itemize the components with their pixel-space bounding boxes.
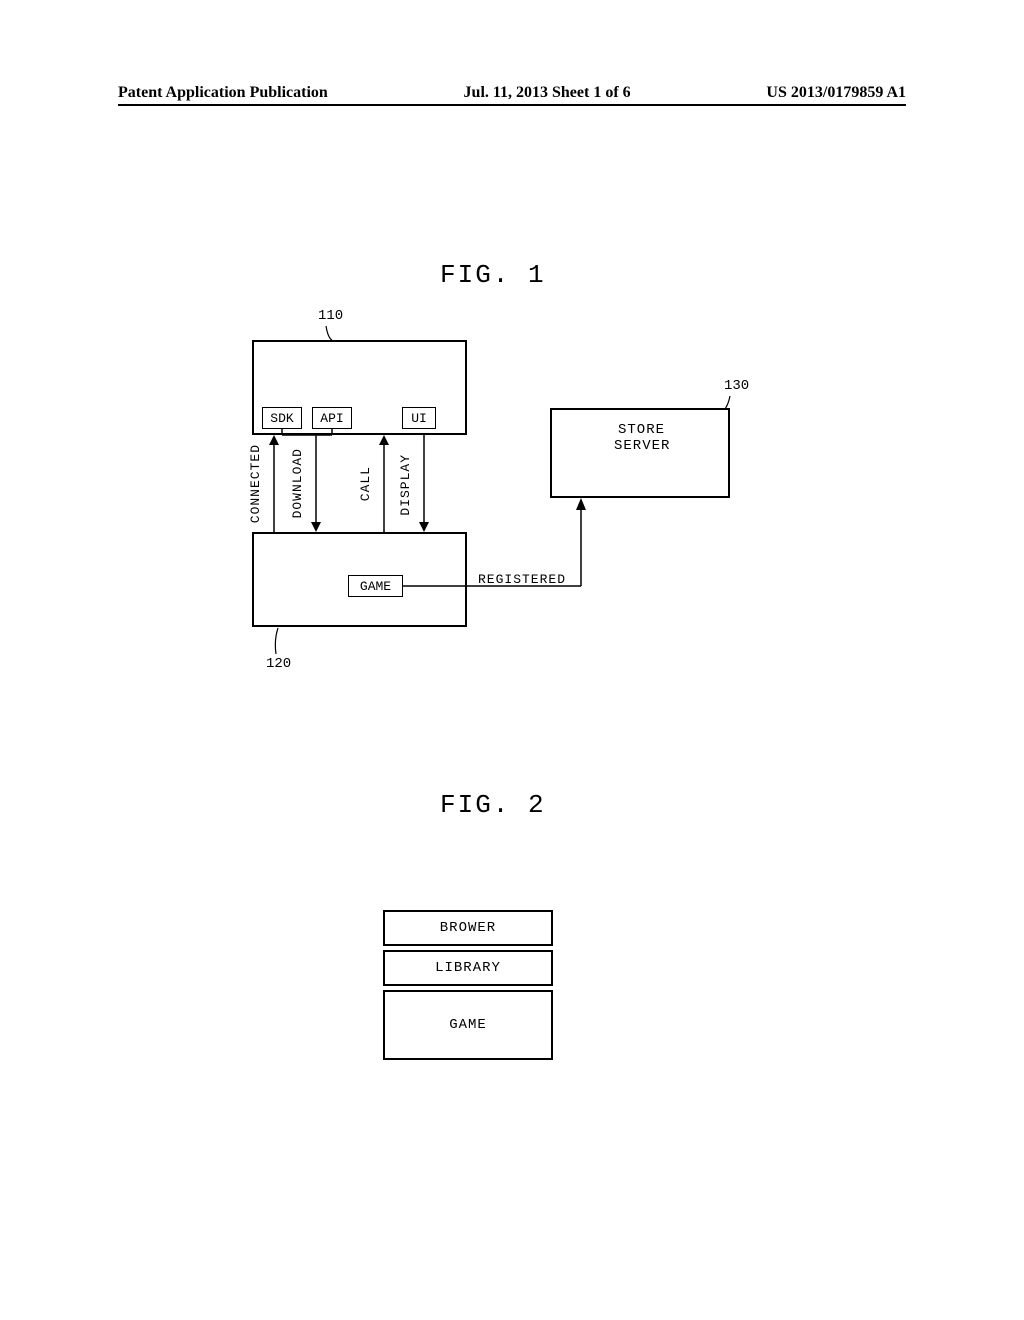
fig1-download-arrow [310, 435, 322, 532]
fig1-call-label: CALL [358, 466, 373, 501]
fig2-library: LIBRARY [435, 960, 501, 976]
fig1-store-line1: STORE [618, 422, 665, 438]
fig1-ref-110-line [322, 320, 342, 342]
fig2-game-box: GAME [383, 990, 553, 1060]
fig1-sdk-api-connector [272, 429, 342, 441]
fig1-ref-120-line [270, 626, 290, 656]
fig1-call-arrow [378, 435, 390, 532]
fig1-connected-arrow [268, 435, 280, 532]
fig2-brower-box: BROWER [383, 910, 553, 946]
header-right: US 2013/0179859 A1 [766, 84, 906, 102]
fig1-store-line2: SERVER [614, 438, 670, 454]
fig2-title: FIG. 2 [440, 790, 546, 820]
header-left: Patent Application Publication [118, 84, 328, 102]
page-header: Patent Application Publication Jul. 11, … [0, 84, 1024, 102]
fig2-game: GAME [449, 1017, 487, 1033]
fig1-api: API [312, 407, 352, 429]
fig1-title: FIG. 1 [440, 260, 546, 290]
header-center: Jul. 11, 2013 Sheet 1 of 6 [464, 84, 631, 102]
fig2-library-box: LIBRARY [383, 950, 553, 986]
fig2-brower: BROWER [440, 920, 496, 936]
fig1-registered-arrow [403, 498, 593, 593]
fig1-ui: UI [402, 407, 436, 429]
fig1-connected-label: CONNECTED [248, 444, 263, 523]
header-rule [118, 104, 906, 106]
fig1-sdk: SDK [262, 407, 302, 429]
fig1-download-label: DOWNLOAD [290, 448, 305, 518]
fig1-game: GAME [348, 575, 403, 597]
fig1-ref-120: 120 [266, 656, 291, 672]
